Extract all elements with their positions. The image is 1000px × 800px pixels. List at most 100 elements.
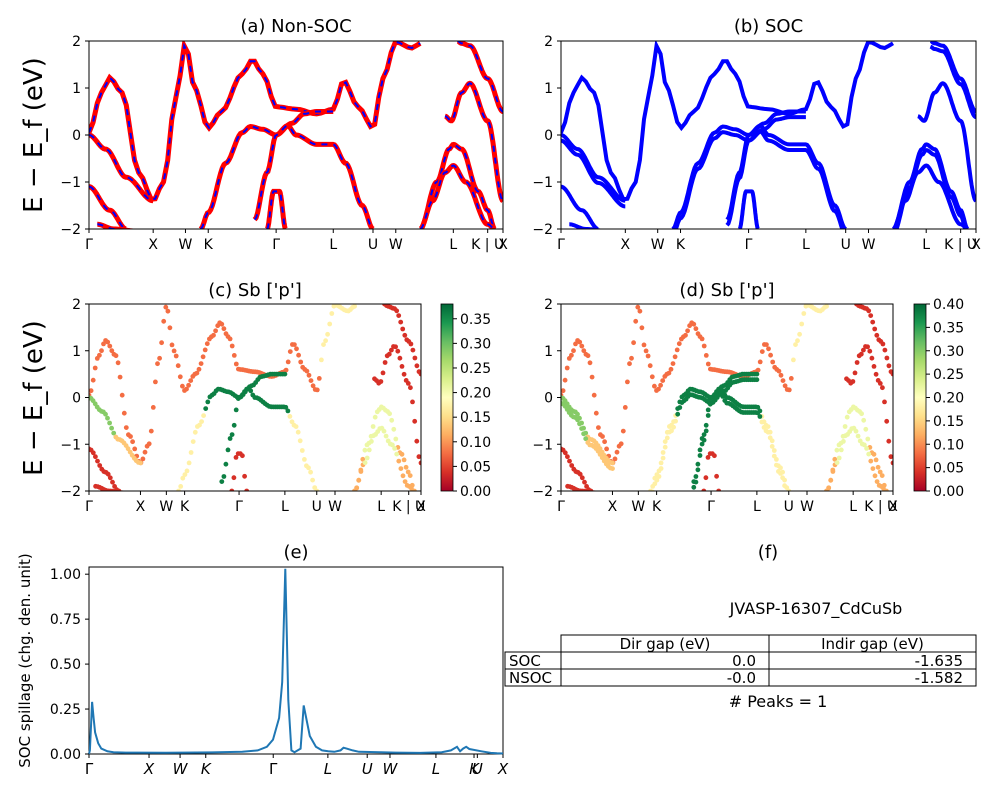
projection-point (767, 435, 773, 441)
projection-point (296, 352, 301, 358)
projection-point (287, 414, 293, 419)
projection-point (622, 405, 628, 410)
projection-point (579, 475, 585, 481)
projection-point (197, 422, 202, 428)
projection-point (755, 404, 761, 410)
projection-point (159, 340, 165, 346)
projection-point (287, 349, 293, 354)
projection-point (321, 342, 326, 347)
y-tick-label: 2 (544, 34, 553, 50)
colorbar-tick-label: 0.35 (460, 312, 491, 328)
projection-point (204, 341, 210, 347)
projection-point (579, 343, 585, 349)
projection-point (629, 355, 634, 361)
projection-point (231, 475, 237, 481)
soc-band-line (892, 163, 969, 229)
projection-point (620, 428, 626, 434)
projection-point (582, 479, 587, 485)
projection-point (865, 344, 870, 350)
projection-point (380, 370, 386, 376)
projection-point (325, 331, 330, 337)
projection-point (97, 463, 103, 468)
projection-point (703, 475, 709, 481)
x-tick-label: K | U (944, 237, 977, 253)
projection-point (356, 477, 362, 483)
x-tick-label: K (469, 760, 480, 778)
projection-point (697, 453, 703, 458)
projection-point (600, 434, 605, 439)
band-line-blue-dashed (89, 41, 421, 201)
projection-point (213, 328, 219, 334)
projection-point (602, 439, 607, 445)
projection-point (201, 413, 207, 418)
x-tick-label: L (377, 499, 385, 515)
projection-point (229, 488, 235, 491)
projection-point (402, 479, 408, 484)
cell-value: -1.635 (915, 652, 963, 670)
projection-point (863, 426, 869, 432)
projection-point (175, 363, 181, 369)
projection-point (205, 399, 211, 405)
projection-point (405, 381, 411, 386)
projection-point (872, 473, 878, 479)
panel-a-title: (a) Non-SOC (240, 16, 351, 37)
x-tick-label: L (753, 499, 761, 515)
band-line-blue-dashed (419, 164, 495, 229)
projection-point (834, 447, 840, 453)
projection-point (795, 338, 800, 344)
projection-point (786, 488, 792, 491)
projection-point (786, 387, 792, 393)
projection-point (233, 407, 239, 413)
y-tick-label: −2 (60, 222, 81, 238)
panel-b-title: (b) SOC (734, 16, 803, 37)
projection-point (211, 332, 216, 338)
projection-point (701, 432, 707, 437)
projection-point (866, 308, 872, 314)
projection-point (693, 326, 699, 332)
x-tick-label: U (312, 499, 322, 515)
projection-point (841, 439, 846, 444)
projection-point (358, 469, 364, 474)
projection-point (664, 435, 670, 441)
projection-point (641, 342, 647, 348)
band-line-red (89, 41, 422, 202)
projection-point (828, 477, 834, 483)
projection-point (695, 461, 701, 467)
cell-value: -1.582 (915, 669, 963, 687)
band-line-blue-dashed (200, 110, 334, 229)
projection-point (150, 405, 156, 410)
projection-point (699, 336, 705, 342)
projection-point (666, 370, 672, 376)
projection-point (778, 471, 783, 476)
soc-band-line-split (894, 148, 968, 229)
projection-point (180, 475, 186, 481)
projection-point (633, 318, 639, 324)
projection-point (838, 447, 844, 453)
projection-point (882, 399, 887, 405)
projection-point (310, 383, 316, 389)
table-row (504, 668, 977, 687)
x-tick-label: K (652, 499, 662, 515)
projection-point (89, 388, 94, 394)
projection-point (643, 348, 649, 354)
projection-point (161, 318, 167, 324)
projection-point (405, 469, 411, 475)
cell-value: 0.0 (732, 652, 756, 670)
projection-point (567, 458, 572, 464)
projection-point (362, 460, 368, 466)
x-tick-label: X (136, 499, 146, 515)
projection-point (233, 455, 239, 460)
x-tick-label: U (841, 237, 851, 253)
projection-point (391, 426, 397, 432)
projection-point (755, 410, 761, 416)
projection-point (410, 347, 416, 353)
projection-point (173, 353, 179, 359)
soc-band-line-split (561, 138, 626, 209)
colorbar-bar (913, 303, 927, 492)
projection-point (190, 439, 196, 444)
projection-point (177, 374, 183, 380)
projection-point (140, 456, 146, 462)
panel-c-title: (c) Sb ['p'] (208, 280, 302, 301)
